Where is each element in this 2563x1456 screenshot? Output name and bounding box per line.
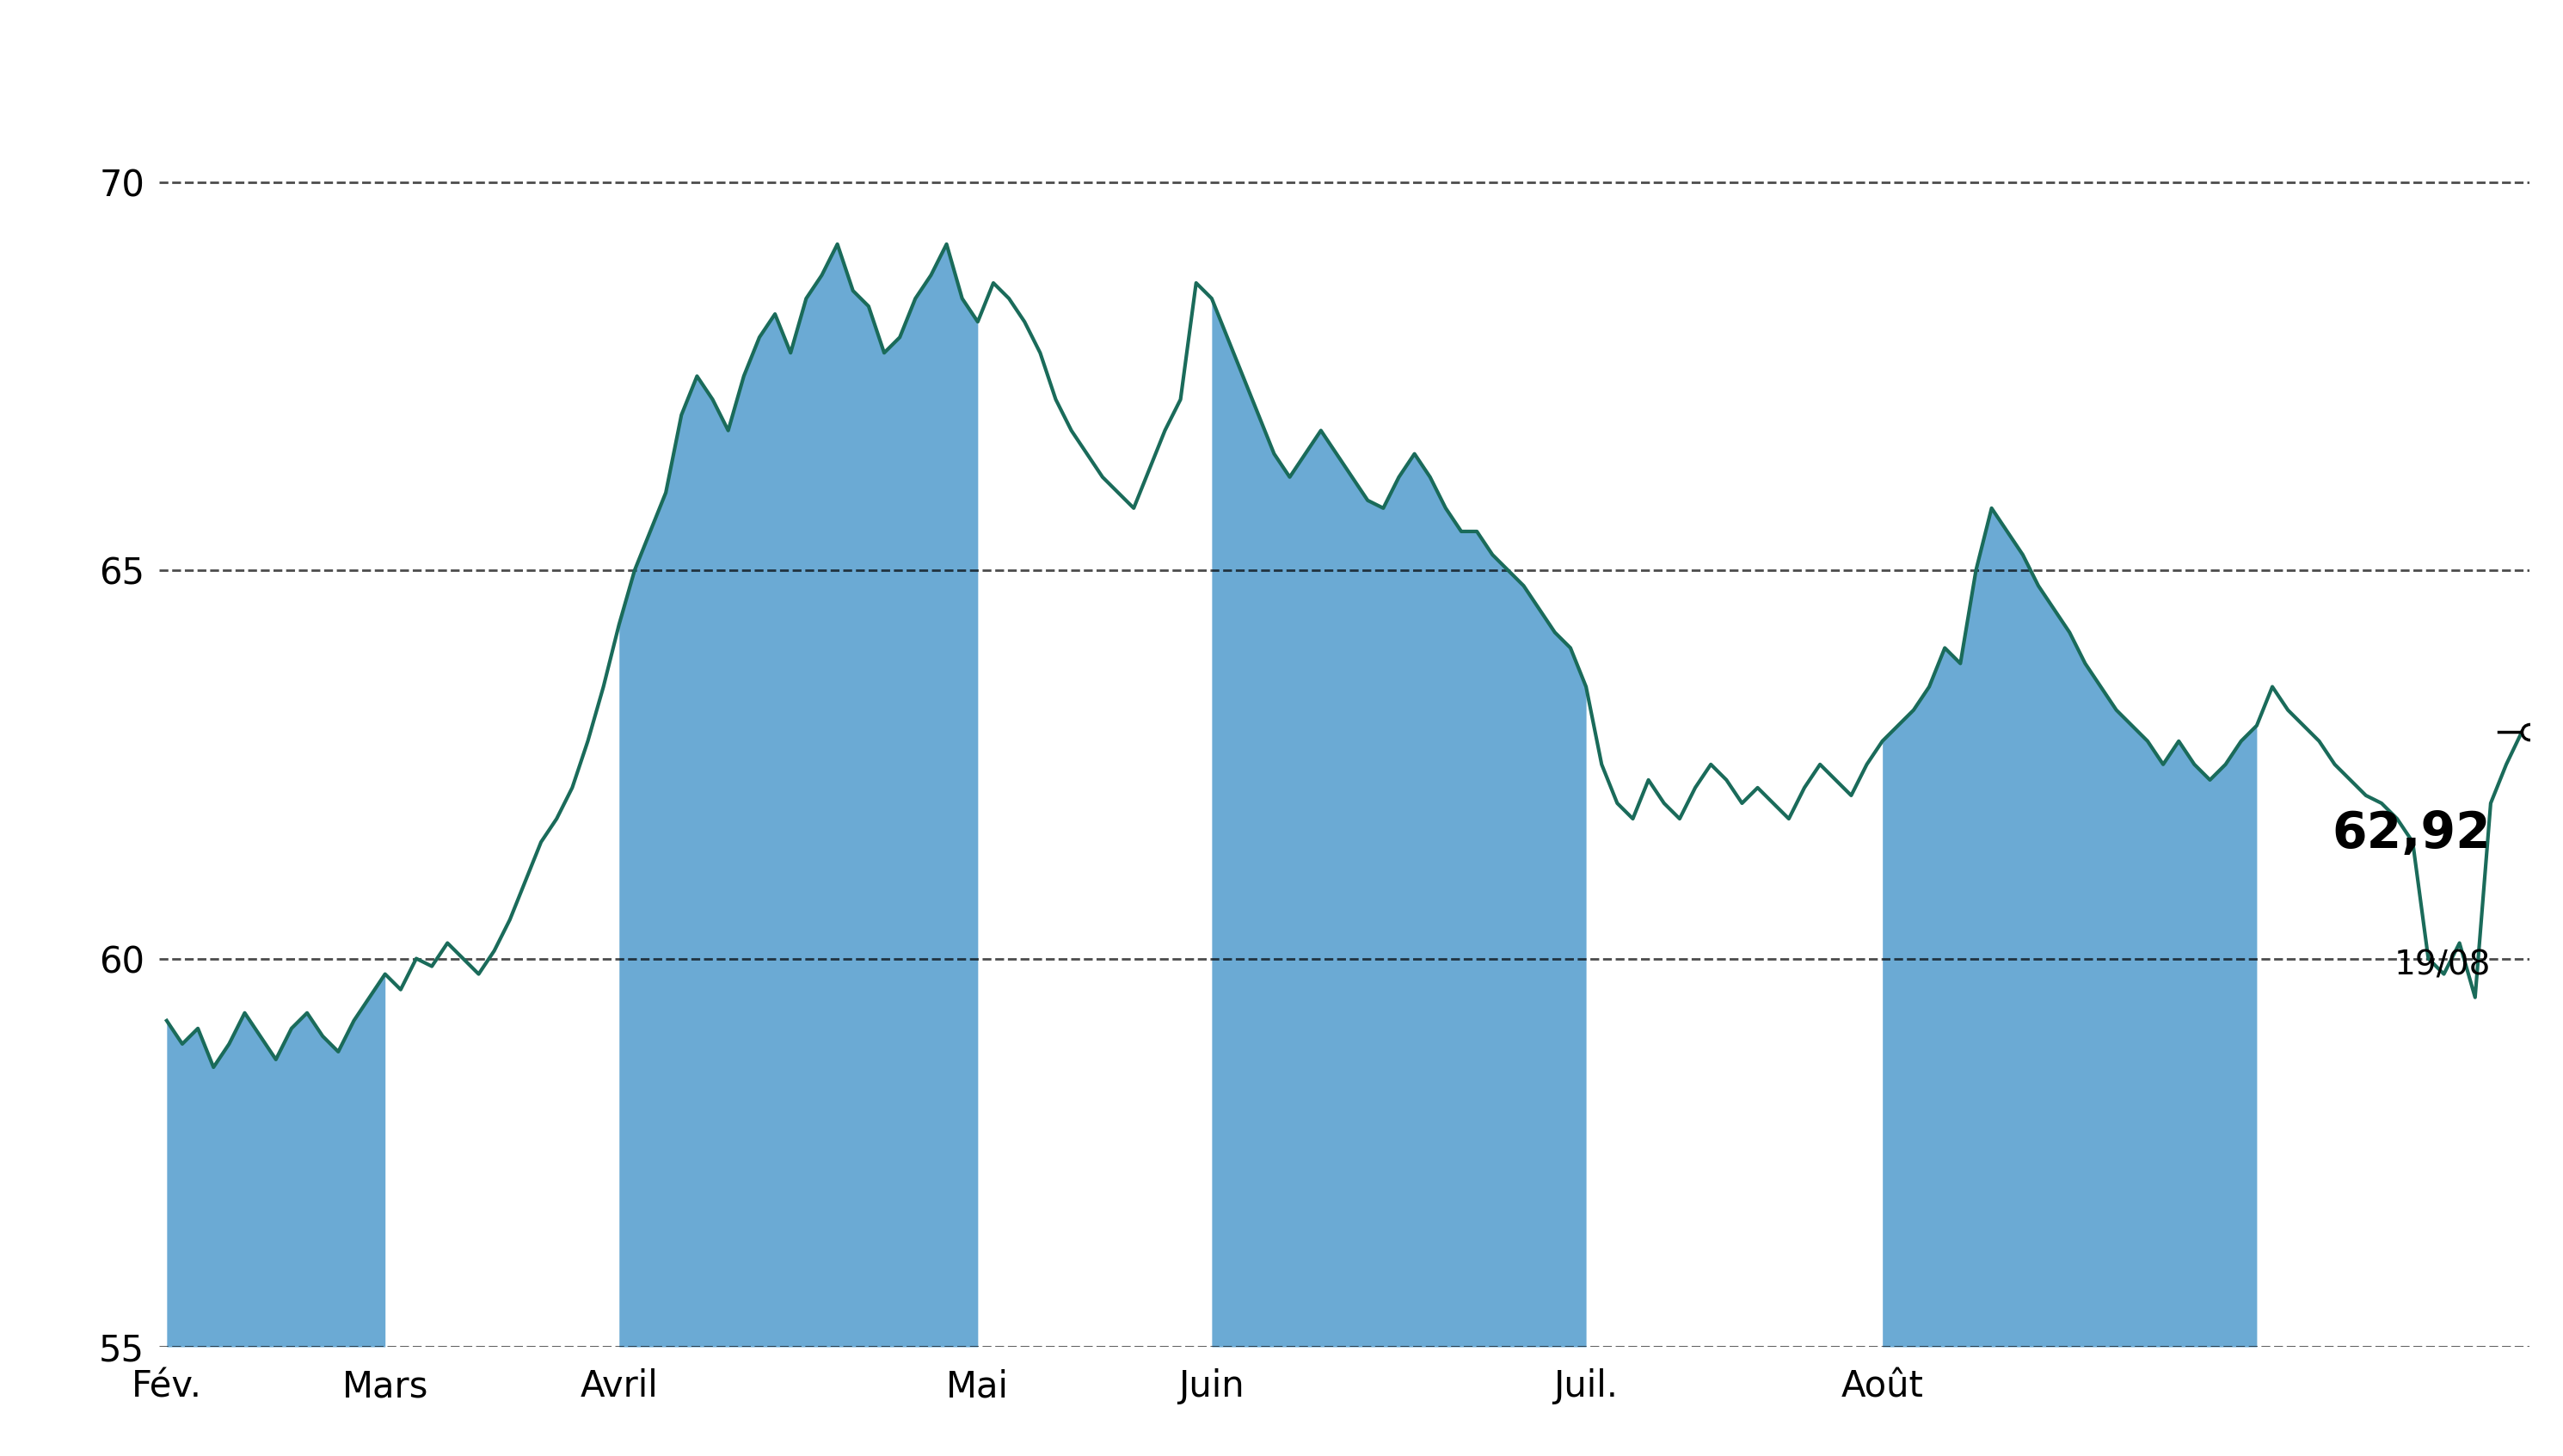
Text: TOTALENERGIES: TOTALENERGIES xyxy=(879,16,1684,103)
Text: 62,92: 62,92 xyxy=(2332,810,2491,859)
Text: 19/08: 19/08 xyxy=(2394,949,2491,981)
